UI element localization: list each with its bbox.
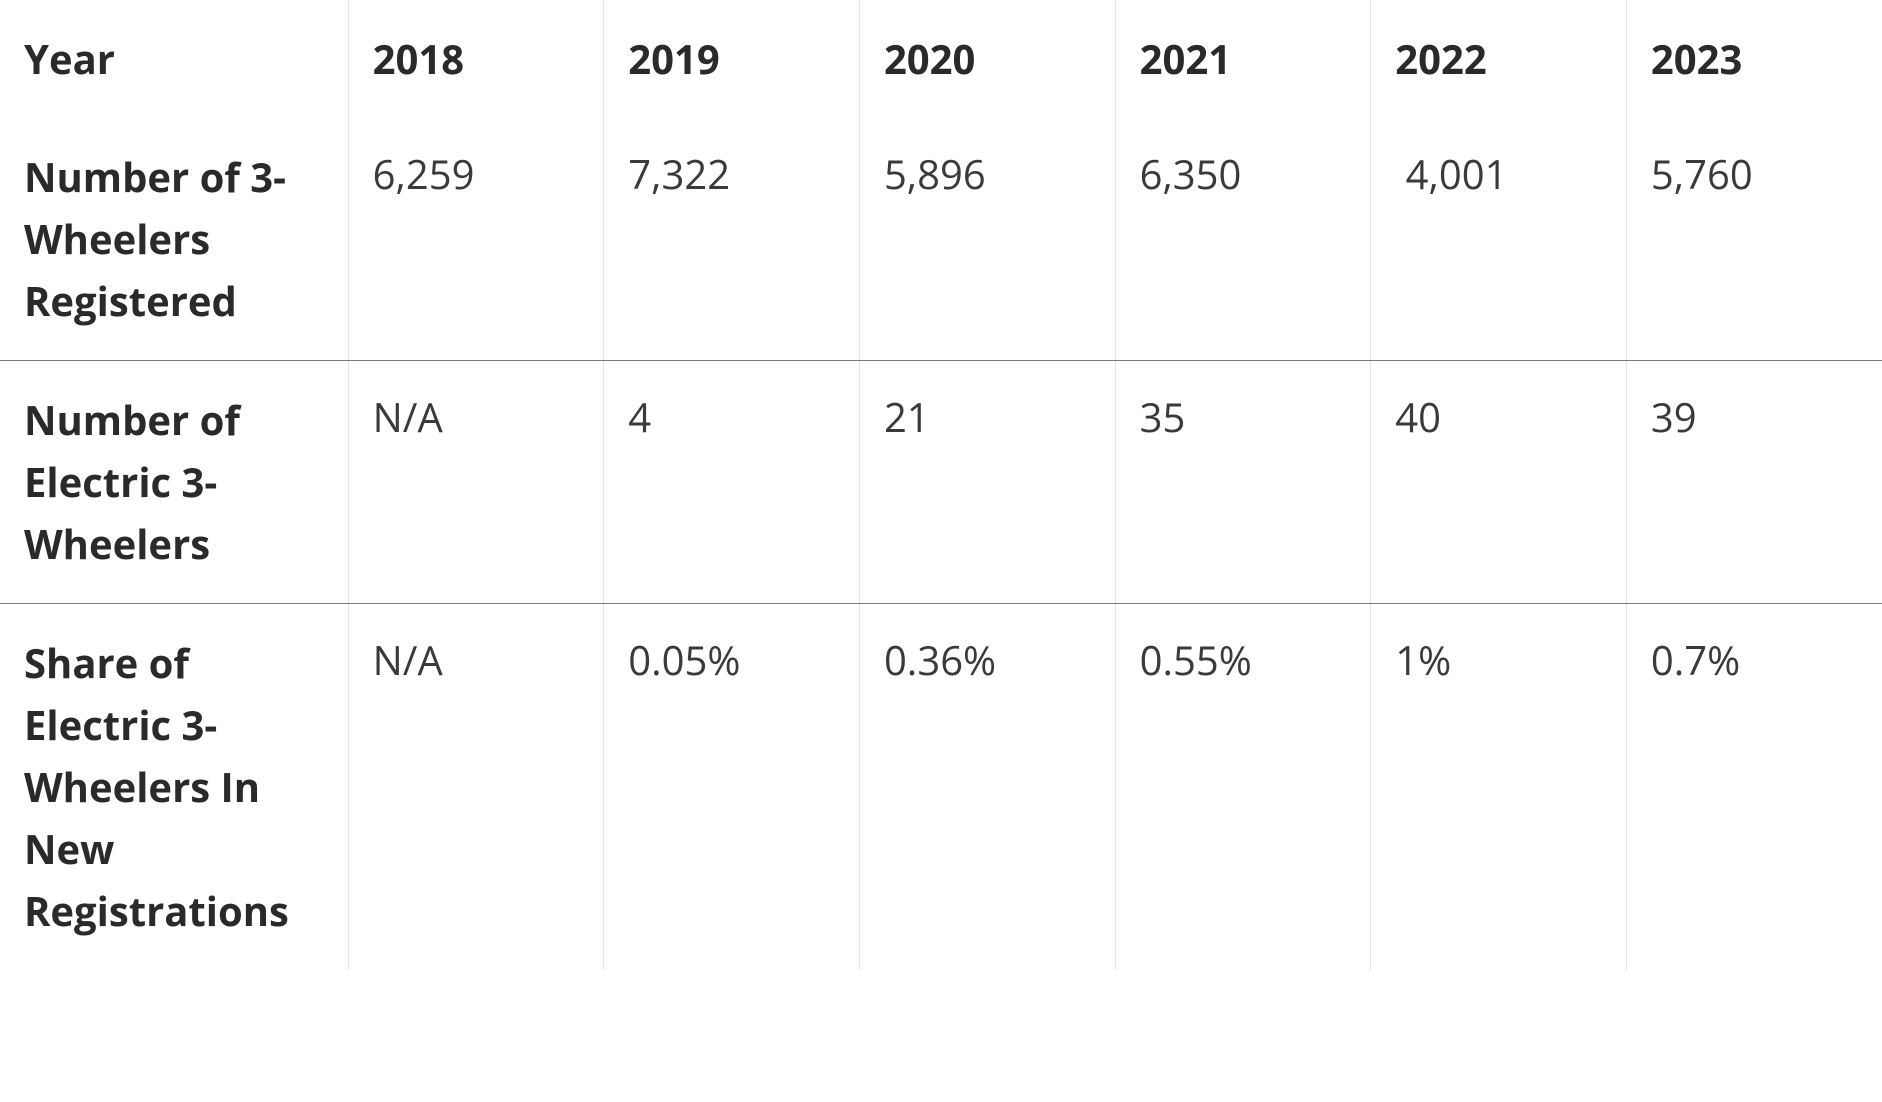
cell-electric-2019: 4 <box>604 361 860 604</box>
row-label-share: Share of Electric 3-Wheelers In New Regi… <box>0 604 348 971</box>
cell-electric-2021: 35 <box>1115 361 1371 604</box>
data-table: Year 2018 2019 2020 2021 2022 2023 Numbe… <box>0 0 1882 970</box>
cell-share-2021: 0.55% <box>1115 604 1371 971</box>
row-label-electric: Number of Electric 3-Wheelers <box>0 361 348 604</box>
row-label-registered: Number of 3-Wheelers Registered <box>0 118 348 361</box>
col-header-2022: 2022 <box>1371 0 1627 118</box>
cell-registered-2020: 5,896 <box>859 118 1115 361</box>
table-row: Number of Electric 3-Wheelers N/A 4 21 3… <box>0 361 1882 604</box>
cell-electric-2018: N/A <box>348 361 604 604</box>
cell-share-2018: N/A <box>348 604 604 971</box>
col-header-2023: 2023 <box>1626 0 1882 118</box>
cell-registered-2021: 6,350 <box>1115 118 1371 361</box>
table-row: Number of 3-Wheelers Registered 6,259 7,… <box>0 118 1882 361</box>
col-header-2018: 2018 <box>348 0 604 118</box>
cell-registered-2019: 7,322 <box>604 118 860 361</box>
cell-electric-2023: 39 <box>1626 361 1882 604</box>
table-header-row: Year 2018 2019 2020 2021 2022 2023 <box>0 0 1882 118</box>
cell-share-2022: 1% <box>1371 604 1627 971</box>
cell-registered-2018: 6,259 <box>348 118 604 361</box>
col-header-2019: 2019 <box>604 0 860 118</box>
cell-share-2019: 0.05% <box>604 604 860 971</box>
col-header-year: Year <box>0 0 348 118</box>
cell-share-2023: 0.7% <box>1626 604 1882 971</box>
cell-registered-2022: 4,001 <box>1371 118 1627 361</box>
cell-electric-2020: 21 <box>859 361 1115 604</box>
table-row: Share of Electric 3-Wheelers In New Regi… <box>0 604 1882 971</box>
col-header-2020: 2020 <box>859 0 1115 118</box>
cell-share-2020: 0.36% <box>859 604 1115 971</box>
cell-electric-2022: 40 <box>1371 361 1627 604</box>
col-header-2021: 2021 <box>1115 0 1371 118</box>
cell-registered-2023: 5,760 <box>1626 118 1882 361</box>
